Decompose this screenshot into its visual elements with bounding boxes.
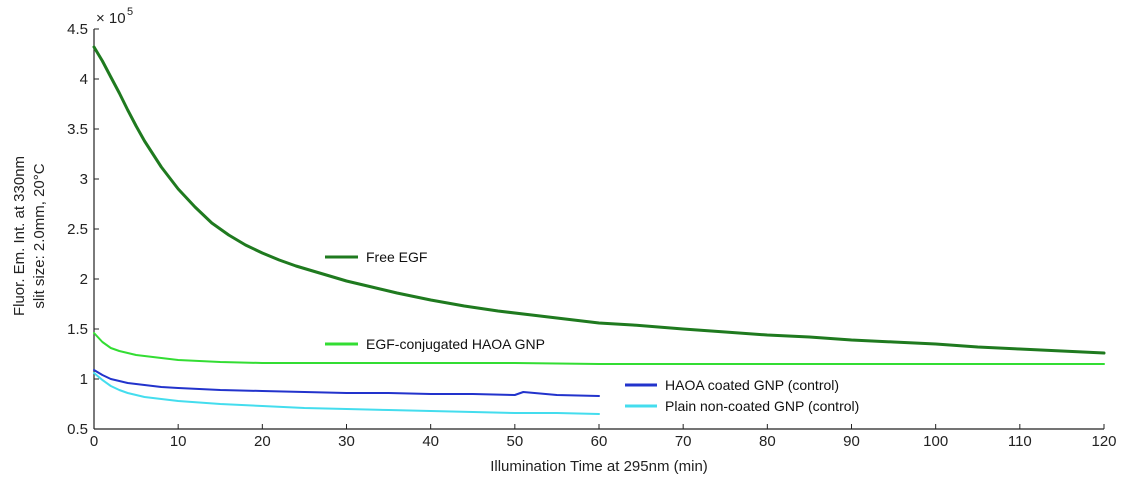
y-tick-label: 3.5: [67, 121, 88, 138]
x-tick-label: 10: [170, 433, 187, 450]
y-tick-label: 2: [80, 271, 88, 288]
y-tick-label: 4.5: [67, 21, 88, 38]
x-tick-label: 50: [506, 433, 523, 450]
x-axis-title: Illumination Time at 295nm (min): [490, 458, 708, 475]
y-exponent-base: × 10: [96, 10, 126, 27]
x-tick-label: 70: [675, 433, 692, 450]
y-axis-title-line-2: slit size: 2.0mm, 20°C: [31, 163, 48, 308]
y-axis-title-line-1: Fluor. Em. Int. at 330nm: [11, 156, 28, 316]
y-tick-label: 4: [80, 71, 88, 88]
x-tick-label: 120: [1091, 433, 1116, 450]
y-tick-label: 3: [80, 171, 88, 188]
legend-label-3: HAOA coated GNP (control): [665, 377, 839, 393]
legend: Free EGF EGF-conjugated HAOA GNP HAOA coat…: [325, 249, 859, 414]
series-line-4: [93, 372, 600, 415]
y-tick-label: 2.5: [67, 221, 88, 238]
legend-label-1: Free EGF: [366, 249, 427, 265]
series-line-3: [93, 369, 600, 397]
legend-label-2: EGF-conjugated HAOA GNP: [366, 336, 545, 352]
x-tick-label: 90: [843, 433, 860, 450]
ticks-layer: 0 10 20 30 40 50 60 70 80 90 100 110 120 0.5 1 1.5 2 2.5 3…: [67, 21, 1116, 450]
series-layer: [92, 45, 1106, 415]
series-line-1: [92, 45, 1106, 355]
x-tick-label: 60: [591, 433, 608, 450]
x-tick-label: 100: [923, 433, 948, 450]
x-tick-label: 20: [254, 433, 271, 450]
x-tick-label: 30: [338, 433, 355, 450]
y-tick-label: 1.5: [67, 321, 88, 338]
y-exponent-power: 5: [127, 6, 133, 18]
x-tick-label: 80: [759, 433, 776, 450]
plot-area: [93, 29, 1104, 430]
legend-label-4: Plain non-coated GNP (control): [665, 398, 859, 414]
series-line-2: [93, 332, 1105, 365]
x-tick-label: 110: [1008, 433, 1032, 450]
y-tick-label: 0.5: [67, 421, 88, 438]
x-tick-label: 0: [90, 433, 98, 450]
x-tick-label: 40: [422, 433, 439, 450]
y-tick-label: 1: [80, 371, 88, 388]
